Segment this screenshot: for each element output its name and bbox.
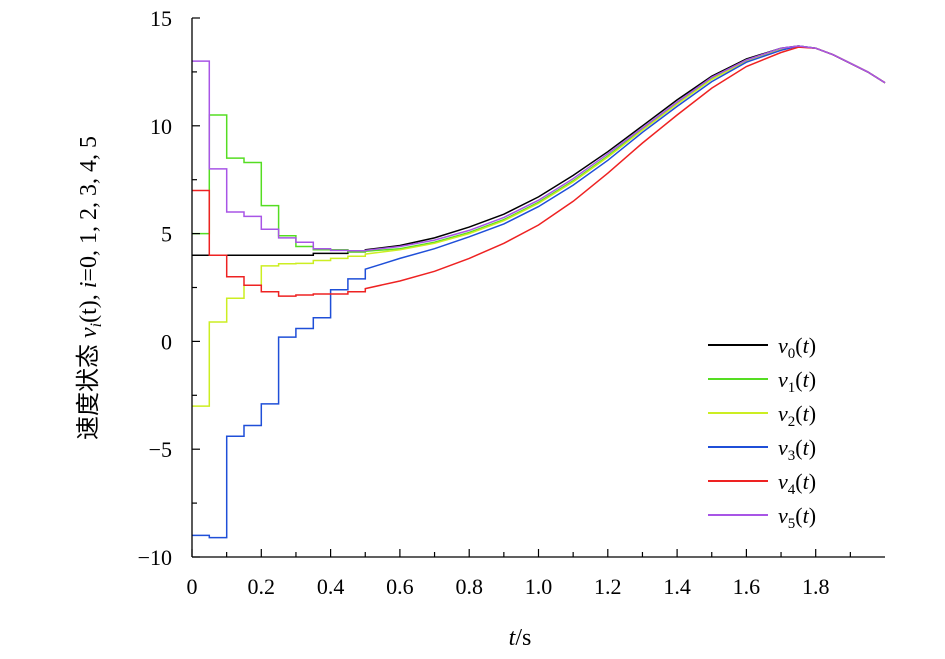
x-tick-label: 0.8: [455, 574, 483, 599]
y-axis-title: 速度状态 vi(t), i=0, 1, 2, 3, 4, 5: [75, 136, 105, 440]
x-tick-label: 1.2: [594, 574, 622, 599]
y-tick-label: 5: [161, 222, 172, 247]
legend-label-v4: v4(t): [778, 469, 816, 498]
series-line-v4: [192, 46, 886, 297]
y-tick-label: 0: [161, 329, 172, 354]
legend-label-v0: v0(t): [778, 333, 816, 362]
series-line-v0: [192, 45, 886, 256]
series-layer: [192, 45, 886, 539]
y-tick-label: 10: [150, 114, 172, 139]
series-line-v3: [192, 45, 886, 539]
x-tick-label: 1.4: [663, 574, 691, 599]
y-tick-label: 15: [150, 6, 172, 31]
x-tick-label: 0.6: [386, 574, 414, 599]
series-line-v1: [192, 45, 886, 253]
x-tick-label: 1.8: [802, 574, 830, 599]
y-tick-label: −5: [149, 437, 172, 462]
y-tick-label: −10: [138, 545, 172, 570]
legend-label-v5: v5(t): [778, 503, 816, 532]
x-axis-title: t/s: [509, 625, 532, 651]
ticks-layer: 15 10 5 0 −5 −10 0 0.2 0.4 0.6 0.8 1.0 1.2 1.4 1.6 1.8: [138, 6, 851, 599]
x-tick-label: 1.0: [525, 574, 553, 599]
x-tick-label: 0: [187, 574, 198, 599]
x-tick-label: 0.2: [248, 574, 276, 599]
legend: v0(t) v1(t) v2(t) v3(t) v4(t) v5(t): [708, 333, 816, 532]
legend-label-v3: v3(t): [778, 435, 816, 464]
series-line-v5: [192, 45, 886, 252]
x-tick-label: 0.4: [317, 574, 345, 599]
legend-label-v2: v2(t): [778, 401, 816, 430]
legend-label-v1: v1(t): [778, 367, 816, 396]
x-tick-label: 1.6: [733, 574, 761, 599]
